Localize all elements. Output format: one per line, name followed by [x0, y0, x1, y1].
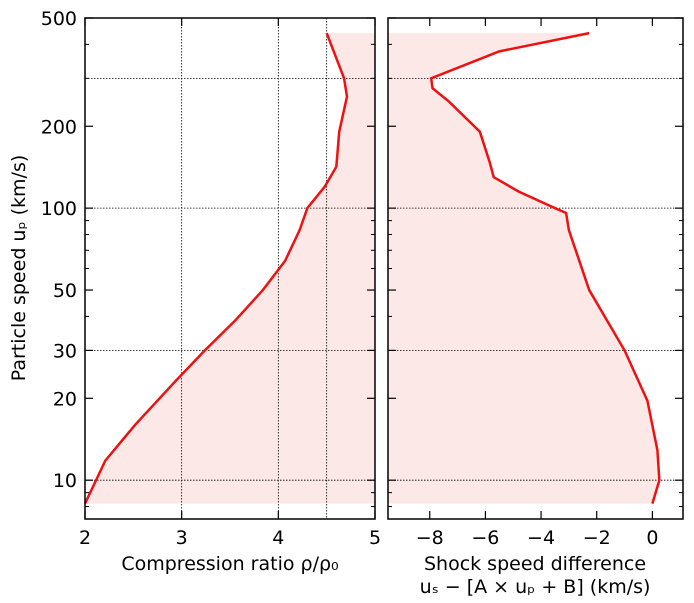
- y-tick-label: 200: [41, 116, 77, 138]
- curve: [83, 32, 349, 505]
- x-tick-label: 4: [272, 527, 284, 549]
- plot-frame: [387, 17, 684, 520]
- y-tick-label: 10: [53, 470, 77, 492]
- y-tick-label: 500: [41, 8, 77, 30]
- x-axis-label: Compression ratio ρ/ρ₀: [121, 553, 338, 575]
- y-tick-label: 50: [53, 280, 77, 302]
- x-tick-label: 0: [646, 527, 658, 549]
- y-tick-label: 30: [53, 340, 77, 362]
- x-tick-label: −4: [527, 527, 555, 549]
- y-tick-label: 20: [53, 388, 77, 410]
- x-tick-label: 2: [79, 527, 91, 549]
- y-axis-label: Particle speed uₚ (km/s): [8, 155, 30, 382]
- x-tick-label: 3: [176, 527, 188, 549]
- fill-area: [388, 33, 660, 504]
- x-axis-label: Shock speed difference: [424, 553, 646, 575]
- curve: [429, 31, 661, 504]
- plot-frame: [84, 17, 376, 520]
- y-tick-label: 100: [41, 198, 77, 220]
- x-tick-label: 5: [369, 527, 381, 549]
- x-tick-label: −8: [416, 527, 444, 549]
- x-tick-label: −6: [471, 527, 499, 549]
- x-tick-label: −2: [583, 527, 611, 549]
- fill-area: [85, 33, 375, 504]
- x-axis-label: uₛ − [A × uₚ + B] (km/s): [420, 576, 651, 598]
